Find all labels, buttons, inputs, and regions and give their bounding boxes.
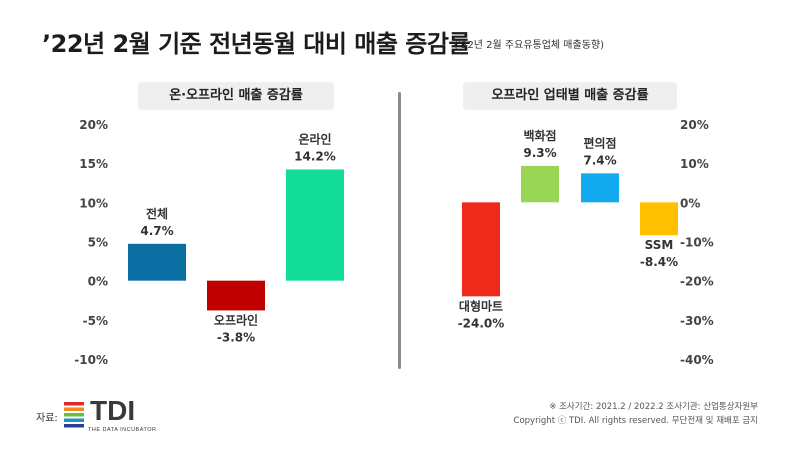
y-tick-label: -30%	[680, 314, 714, 328]
category-label: 전체	[146, 206, 168, 221]
data-label: 9.3%	[523, 146, 556, 160]
bar-3	[286, 169, 344, 281]
chart-title: ’22년 2월 기준 전년동월 대비 매출 증감률	[42, 30, 471, 58]
data-label: 7.4%	[583, 153, 616, 167]
chart-subtitle: (’22년 2월 주요유통업체 매출동향)	[454, 40, 605, 51]
data-label: -3.8%	[217, 330, 255, 344]
bar-2	[521, 165, 559, 203]
y-tick-label: 20%	[680, 118, 709, 132]
bar-1	[462, 202, 500, 297]
data-label: -24.0%	[458, 316, 505, 330]
copyright: Copyright ⓒ TDI. All rights reserved. 무단…	[513, 416, 758, 426]
y-tick-label: 20%	[79, 118, 108, 132]
category-label: 대형마트	[459, 298, 503, 313]
category-label: SSM	[645, 238, 674, 252]
bar-3	[581, 173, 619, 203]
right-panel-title: 오프라인 업태별 매출 증감률	[463, 82, 677, 110]
category-label: 편의점	[583, 135, 616, 150]
y-tick-label: 15%	[79, 157, 108, 171]
bar-4	[640, 202, 678, 236]
panel-divider	[398, 92, 401, 369]
y-tick-label: 10%	[79, 196, 108, 210]
logo-text: TDI	[90, 395, 136, 426]
y-tick-label: -5%	[83, 314, 108, 328]
category-label: 오프라인	[214, 312, 258, 327]
y-tick-label: -10%	[74, 353, 108, 367]
data-label: -8.4%	[640, 255, 678, 269]
y-tick-label: 10%	[680, 157, 709, 171]
data-label: 14.2%	[294, 149, 336, 163]
y-tick-label: 0%	[88, 275, 108, 289]
y-tick-label: -10%	[680, 236, 714, 250]
tdi-logo-icon	[64, 402, 84, 428]
y-tick-label: -40%	[680, 353, 714, 367]
logo-subtext: THE DATA INCUBATOR	[88, 427, 157, 433]
bar-2	[207, 280, 265, 311]
survey-info: ※ 조사기간: 2021.2 / 2022.2 조사기관: 산업통상자원부	[549, 402, 758, 412]
bar-1	[128, 243, 186, 281]
data-label: 4.7%	[140, 224, 173, 238]
left-panel-title: 온·오프라인 매출 증감률	[138, 82, 334, 110]
source-label: 자료:	[36, 413, 58, 424]
category-label: 온라인	[298, 131, 331, 146]
y-tick-label: -20%	[680, 275, 714, 289]
y-tick-label: 5%	[88, 236, 108, 250]
category-label: 백화점	[523, 128, 556, 143]
y-tick-label: 0%	[680, 196, 700, 210]
